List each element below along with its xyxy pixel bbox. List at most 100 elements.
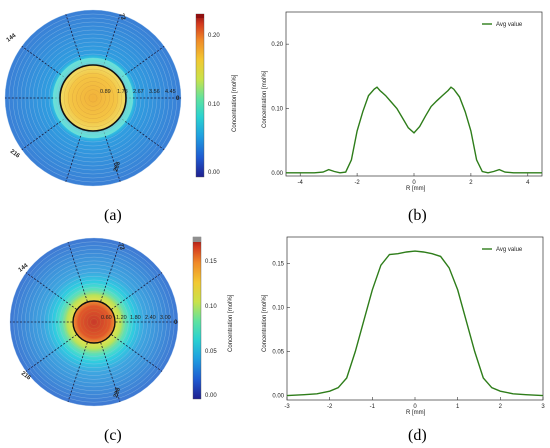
core-ring: [86, 314, 102, 330]
polar-spoke: [67, 241, 95, 323]
y-tick-label: 0.05: [272, 350, 284, 356]
radial-label-3: 2.67: [133, 89, 144, 95]
avg-value-line-d: [286, 250, 544, 397]
polar-spoke: [93, 321, 163, 372]
legend-label-b: Avg value: [496, 22, 523, 28]
x-tick-label: -2: [327, 404, 333, 410]
polar-ring: [32, 37, 154, 159]
x-tick-label: 0: [412, 180, 416, 186]
angle-label-72-c: 72: [117, 243, 125, 252]
polar-ring: [55, 283, 133, 361]
core-ring: [76, 81, 110, 115]
y-axis-title-b: Concentration [mol%]: [262, 70, 268, 128]
colorbar-c-tick-2: 0.10: [205, 304, 217, 310]
radial-label-c-3: 1.80: [130, 315, 141, 321]
avg-value-line-b: [286, 86, 542, 174]
colorbar-a: [195, 13, 205, 178]
x-tick-label: -1: [370, 404, 376, 410]
core-ring: [88, 93, 98, 103]
angle-label-0: 0: [176, 96, 180, 102]
radial-label-5: 4.45: [165, 89, 176, 95]
panel-b-line-chart: -4 -2 0 2 4 0.00 0.10 0.20 Avg value R [mm] Con…: [262, 11, 543, 192]
core-ring: [63, 68, 123, 128]
y-tick-label: 0.10: [271, 106, 283, 112]
polar-spokes-c: [10, 241, 178, 403]
core-ring: [84, 89, 102, 107]
polar-spoke: [25, 272, 95, 323]
x-tick-label: -3: [284, 404, 290, 410]
radial-label-c-4: 2.40: [145, 315, 156, 321]
colorbar-a-tick-2: 0.20: [208, 33, 220, 39]
x-axis-title-d: R [mm]: [406, 410, 426, 416]
polar-ring: [44, 272, 144, 372]
y-tick-label: 0.15: [272, 261, 284, 267]
x-tick-label: -4: [298, 180, 304, 186]
y-axis-title-d: Concentration [mol%]: [262, 294, 268, 352]
y-tick-label: 0.10: [272, 305, 284, 311]
angle-label-72: 72: [118, 13, 126, 22]
x-tick-label: 2: [499, 404, 503, 410]
x-axis-title-b: R [mm]: [406, 186, 426, 192]
angle-label-216-c: 216: [20, 371, 32, 382]
angle-label-288-c: 288: [113, 387, 122, 399]
legend-label-d: Avg value: [496, 247, 523, 253]
angle-label-288: 288: [113, 161, 122, 173]
radial-label-c-5: 3.00: [160, 315, 171, 321]
polar-spoke: [67, 321, 95, 403]
angle-label-0-c: 0: [174, 320, 178, 326]
axis-ticks-d: -3 -2 -1 0 1 2 3 0.00 0.05 0.10 0.15: [272, 261, 545, 410]
core-region-c: [72, 300, 116, 344]
polar-ring: [32, 260, 156, 384]
panel-label-d: (d): [408, 427, 427, 444]
radial-label-4: 3.56: [149, 89, 160, 95]
core-ring: [68, 73, 118, 123]
polar-ring: [28, 33, 158, 163]
angle-label-144-c: 144: [18, 262, 30, 273]
radial-label-c-2: 1.20: [116, 315, 127, 321]
colorbar-a-tick-0: 0.00: [208, 170, 220, 176]
y-tick-label: 0.00: [271, 171, 283, 177]
polar-spoke: [93, 272, 163, 323]
core-ring: [83, 311, 105, 333]
colorbar-c-tick-1: 0.05: [205, 349, 217, 355]
radial-label-1: 0.89: [100, 89, 111, 95]
plot-frame-d: [286, 236, 544, 401]
core-rings-c: [76, 304, 112, 340]
colorbar-a-label: Concentration [mol%]: [232, 74, 238, 132]
polar-ring: [51, 279, 137, 365]
radial-label-2: 1.78: [117, 89, 128, 95]
colorbar-c-top: [193, 237, 201, 242]
colorbar-a-top: [196, 14, 204, 18]
core-rings-a: [63, 68, 123, 128]
colorbar-c-tick-3: 0.15: [205, 259, 217, 265]
x-tick-label: 0: [413, 404, 417, 410]
colorbar-a-tick-1: 0.10: [208, 102, 220, 108]
colorbar-c-label: Concentration [mol%]: [228, 294, 234, 352]
core-ring: [76, 304, 112, 340]
x-tick-label: 1: [456, 404, 460, 410]
core-ring: [80, 85, 106, 111]
panel-label-c: (c): [104, 427, 122, 444]
polar-spoke: [93, 241, 121, 323]
x-tick-label: -2: [354, 180, 360, 186]
panel-label-a: (a): [104, 207, 122, 224]
panel-d-line-chart: -3 -2 -1 0 1 2 3 0.00 0.05 0.10 0.15 Avg value R […: [262, 236, 545, 416]
colorbar-c-tick-0: 0.00: [205, 393, 217, 399]
y-tick-label: 0.00: [272, 394, 284, 400]
colorbar-c: [192, 236, 202, 400]
polar-ring: [24, 29, 162, 167]
angle-label-216: 216: [9, 149, 21, 160]
plot-frame-b: [285, 11, 543, 177]
polar-ring: [36, 264, 152, 380]
radial-label-c-1: 0.60: [101, 315, 112, 321]
x-tick-label: 3: [541, 404, 545, 410]
x-tick-label: 2: [469, 180, 473, 186]
polar-spoke: [93, 321, 121, 403]
panel-label-b: (b): [408, 207, 427, 224]
y-tick-label: 0.20: [271, 42, 283, 48]
core-region-a: [59, 64, 127, 132]
panel-c-polar-map: 72 144 216 288 0 0.60 1.20 1.80 2.40 3.0…: [9, 236, 234, 407]
angle-label-144: 144: [6, 32, 18, 43]
polar-ring: [40, 268, 148, 376]
panel-a-polar-map: 72 144 216 288 0 0.89 1.78 2.67 3.56 4.4…: [4, 9, 238, 187]
